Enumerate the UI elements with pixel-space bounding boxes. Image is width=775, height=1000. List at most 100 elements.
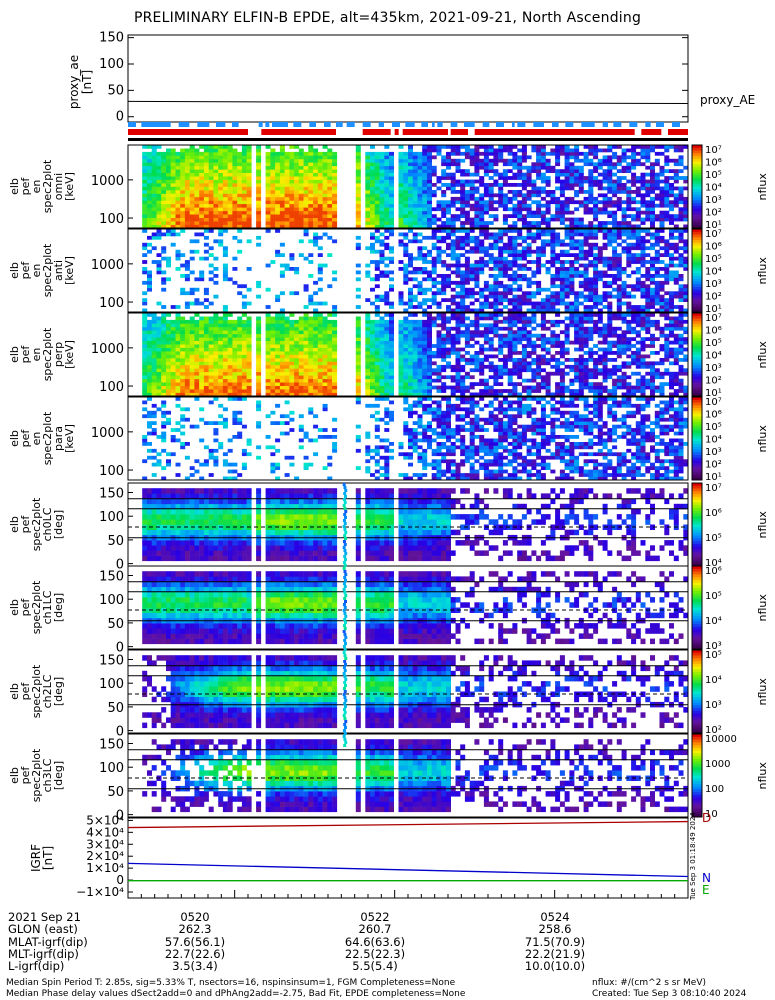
spectrogram-cell	[664, 196, 670, 201]
panel-ylabel-line: en	[30, 180, 43, 194]
spectrogram-cell	[588, 169, 594, 173]
spectrogram-cell	[389, 340, 394, 345]
spectrogram-cell	[237, 224, 243, 229]
spectrogram-cell	[365, 330, 371, 335]
spectrogram-cell	[246, 347, 252, 352]
spectrogram-cell	[199, 351, 205, 355]
spectrogram-cell	[284, 267, 290, 271]
spectrogram-cell	[422, 267, 428, 271]
spectrogram-cell	[308, 186, 314, 191]
spectrogram-cell	[298, 330, 304, 335]
spectrogram-cell	[170, 385, 176, 390]
spectrogram-cell	[379, 294, 385, 299]
spectrogram-cell	[379, 375, 385, 380]
spectrogram-cell	[166, 183, 171, 187]
spectrogram-cell	[180, 203, 186, 208]
spectrogram-cell	[379, 323, 385, 328]
spectrogram-cell	[403, 368, 409, 373]
spectrogram-cell	[218, 176, 224, 180]
spectrogram-cell	[607, 183, 613, 187]
spectrogram-cell	[256, 323, 262, 328]
spectrogram-cell	[213, 368, 219, 373]
spectrogram-cell	[384, 155, 390, 160]
spectrogram-cell	[161, 323, 167, 328]
spectrogram-cell	[521, 246, 527, 251]
spectrogram-cell	[317, 169, 323, 173]
spectrogram-cell	[521, 249, 527, 254]
spectrogram-cell	[279, 190, 285, 194]
spectrogram-cell	[474, 249, 480, 254]
spectrogram-cell	[265, 183, 271, 187]
spectrogram-cell	[151, 358, 157, 362]
spectrogram-cell	[612, 179, 618, 184]
spectrogram-cell	[317, 155, 323, 160]
spectrogram-cell	[408, 333, 413, 338]
spectrogram-cell	[588, 246, 594, 251]
spectrogram-cell	[222, 347, 228, 352]
spectrogram-cell	[526, 224, 532, 229]
spectrogram-cell	[275, 203, 281, 208]
spectrogram-cell	[645, 308, 651, 313]
spectrogram-cell	[502, 274, 508, 278]
spectrogram-cell	[355, 361, 361, 366]
spectrogram-cell	[427, 190, 432, 194]
colorbar-cell	[692, 153, 702, 157]
spectrogram-cell	[512, 305, 518, 309]
spectrogram-cell	[232, 151, 238, 156]
spectrogram-cell	[531, 179, 537, 184]
spectrogram-cell	[469, 249, 475, 254]
spectrogram-cell	[370, 375, 375, 380]
spectrogram-cell	[578, 217, 584, 222]
spectrogram-cell	[441, 316, 447, 321]
spectrogram-cell	[294, 340, 300, 345]
spectrogram-cell	[621, 165, 627, 170]
spectrogram-cell	[327, 333, 333, 338]
spectrogram-cell	[531, 232, 537, 237]
spectrogram-cell	[583, 242, 589, 247]
spectrogram-cell	[531, 301, 537, 306]
spectrogram-cell	[275, 323, 281, 328]
spectrogram-cell	[427, 145, 432, 149]
spectrogram-cell	[294, 267, 300, 271]
spectrogram-cell	[237, 155, 243, 160]
spectrogram-cell	[616, 305, 622, 309]
spectrogram-cell	[602, 169, 608, 173]
spectrogram-cell	[170, 389, 176, 393]
spectrogram-cell	[631, 172, 637, 177]
spectrogram-cell	[417, 371, 423, 376]
spectrogram-cell	[412, 158, 418, 163]
spectrogram-cell	[203, 242, 209, 247]
colorbar-cell	[692, 229, 702, 233]
spectrogram-cell	[417, 203, 423, 208]
spectrogram-cell	[469, 361, 475, 366]
spectrogram-cell	[564, 280, 570, 285]
spectrogram-cell	[203, 179, 209, 184]
spectrogram-cell	[640, 263, 646, 268]
spectrogram-cell	[222, 340, 228, 345]
spectrogram-cell	[370, 354, 375, 359]
spectrogram-cell	[507, 235, 513, 240]
spectrogram-cell	[208, 361, 214, 366]
spectrogram-cell	[147, 287, 152, 292]
spectrogram-cell	[289, 158, 295, 163]
spectrogram-cell	[602, 210, 608, 215]
spectrogram-cell	[237, 200, 243, 205]
spectrogram-cell	[540, 249, 546, 254]
spectrogram-cell	[142, 242, 148, 247]
spectrogram-cell	[222, 229, 228, 233]
spectrogram-cell	[621, 270, 627, 275]
spectrogram-cell	[218, 358, 224, 362]
spectrogram-cell	[602, 229, 608, 233]
spectrogram-cell	[460, 280, 466, 285]
spectrogram-cell	[208, 326, 214, 331]
spectrogram-cell	[374, 158, 380, 163]
spectrogram-cell	[199, 319, 205, 324]
spectrogram-cell	[455, 217, 461, 222]
ae-legend: proxy_AE	[700, 93, 755, 107]
spectrogram-cell	[446, 232, 451, 237]
spectrogram-cell	[479, 313, 485, 317]
spectrogram-cell	[479, 344, 485, 348]
spectrogram-cell	[322, 217, 328, 222]
spectrogram-cell	[450, 221, 456, 225]
spectrogram-cell	[512, 207, 518, 212]
